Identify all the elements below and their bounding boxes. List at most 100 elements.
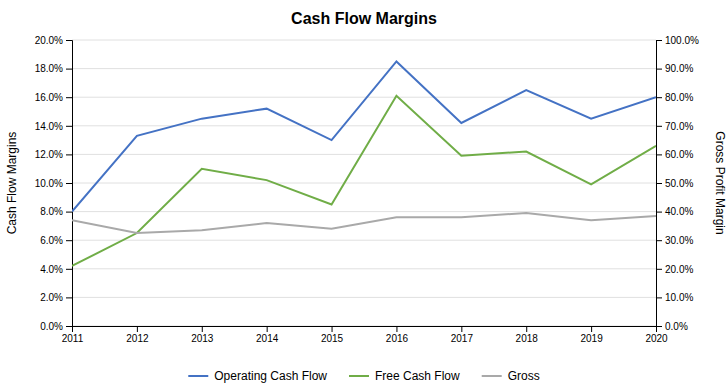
legend-label: Free Cash Flow [375,369,460,383]
tick: 2011 [62,326,84,344]
tick-mark [66,97,72,98]
tick-label: 30.0% [665,235,693,246]
y2-axis: 0.0% 10.0% 20.0% 30.0% 40.0% 50.0% 60.0% 70.0% 8… [656,35,699,332]
tick-label: 8.0% [40,206,63,217]
tick-mark [66,326,72,327]
tick-label: 60.0% [665,149,693,160]
tick: 6.0% [40,235,72,246]
legend-swatch [349,375,369,377]
chart: 2011201220132014201520162017201820192020… [0,0,728,390]
tick: 30.0% [656,235,693,246]
tick-mark [66,297,72,298]
series-group [72,61,656,265]
tick: 10.0% [35,178,72,189]
legend-item: Gross [482,369,540,383]
tick-mark [66,212,72,213]
axis-line [66,41,73,327]
tick: 2.0% [40,292,72,303]
tick: 2012 [126,326,149,344]
tick: 80.0% [656,92,693,103]
tick-label: 20.0% [665,264,693,275]
grid-line [72,68,656,69]
tick-mark [66,240,72,241]
tick: 50.0% [656,178,693,189]
tick-label: 100.0% [665,35,699,46]
tick-label: 2015 [321,333,344,344]
tick: 40.0% [656,206,693,217]
tick-label: 2012 [126,333,149,344]
title: Cash Flow Margins [291,10,437,27]
tick-label: 50.0% [665,178,693,189]
grid [72,40,656,326]
tick: 10.0% [656,292,693,303]
grid-line [72,40,656,41]
tick: 0.0% [656,321,688,332]
tick-mark [66,183,72,184]
tick-mark [526,326,527,332]
tick: 2017 [451,326,474,344]
tick-mark [656,154,662,155]
tick-label: 0.0% [40,321,63,332]
tick: 2013 [191,326,214,344]
tick-label: 2019 [580,333,603,344]
tick: 0.0% [40,321,72,332]
tick-label: 2017 [451,333,474,344]
tick-label: 20.0% [35,35,63,46]
tick: 16.0% [35,92,72,103]
legend: Operating Cash Flow Free Cash Flow Gross [188,369,539,383]
legend-label: Operating Cash Flow [214,369,327,383]
tick: 70.0% [656,121,693,132]
tick-label: 10.0% [35,178,63,189]
tick: 2016 [386,326,409,344]
tick-label: 2.0% [40,292,63,303]
tick-label: 0.0% [665,321,688,332]
tick: 60.0% [656,149,693,160]
axis-line [73,327,657,333]
tick-mark [66,154,72,155]
tick-label: 2020 [645,333,668,344]
tick-label: 12.0% [35,149,63,160]
tick-mark [656,126,662,127]
tick-label: 70.0% [665,121,693,132]
grid-line [72,154,656,155]
tick-mark [656,97,662,98]
tick-mark [267,326,268,332]
tick-mark [66,269,72,270]
tick-mark [396,326,397,332]
legend-swatch [188,375,208,377]
tick-label: 16.0% [35,92,63,103]
tick-label: 6.0% [40,235,63,246]
tick-mark [591,326,592,332]
tick-label: 90.0% [665,63,693,74]
line [72,213,656,233]
tick-label: 40.0% [665,206,693,217]
tick-mark [656,269,662,270]
tick-mark [461,326,462,332]
line [72,96,656,266]
tick-label: 2011 [62,333,84,344]
tick: 18.0% [35,63,72,74]
grid-line [72,297,656,298]
line [72,61,656,211]
tick-label: 2014 [256,333,279,344]
grid-line [72,268,656,269]
tick-mark [332,326,333,332]
tick: 8.0% [40,206,72,217]
tick-label: 14.0% [35,121,63,132]
tick-mark [656,326,662,327]
axis-line [657,41,663,327]
grid-line [72,183,656,184]
tick-mark [202,326,203,332]
tick: 2015 [321,326,344,344]
tick-label: 18.0% [35,63,63,74]
tick-mark [66,69,72,70]
tick: 12.0% [35,149,72,160]
tick-mark [656,69,662,70]
tick: 20.0% [35,35,72,46]
legend-swatch [482,375,502,377]
tick-mark [656,212,662,213]
tick-mark [656,183,662,184]
tick-label: 2016 [386,333,409,344]
tick: 2014 [256,326,279,344]
x-axis: 2011201220132014201520162017201820192020 [62,326,668,344]
